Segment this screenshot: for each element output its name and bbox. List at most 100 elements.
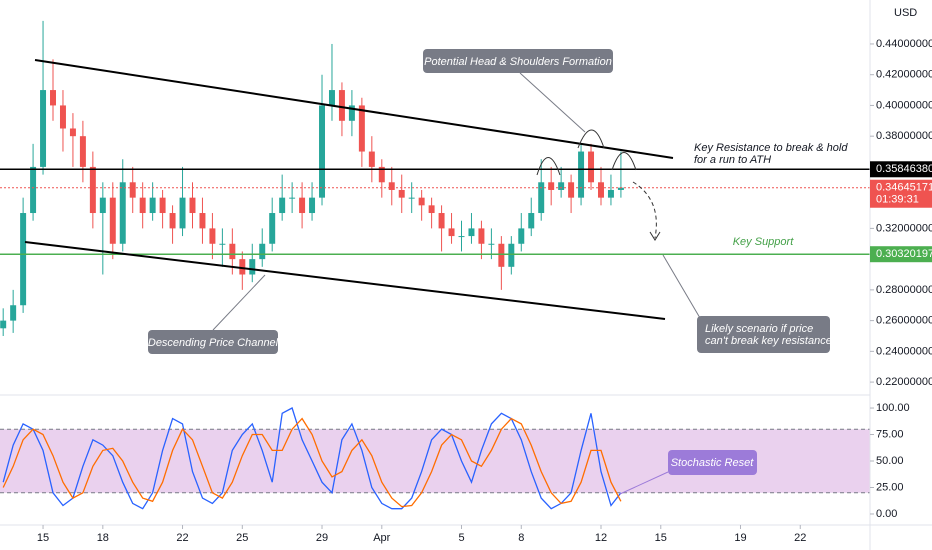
- candle-body: [617, 187, 624, 190]
- hs-arc: [611, 152, 637, 171]
- x-tick-label: 29: [316, 532, 328, 544]
- y-tick-label: 25.00: [876, 481, 904, 493]
- y-tick-label: 0.28000000: [876, 284, 932, 296]
- channel-upper: [34, 59, 674, 159]
- candle-body: [488, 243, 495, 245]
- y-tick-label: 0.00: [876, 508, 897, 520]
- candle-body: [69, 128, 76, 137]
- candle-body: [189, 197, 196, 214]
- callout-pointer: [212, 274, 266, 331]
- candle-body: [458, 236, 465, 238]
- candle-body: [169, 213, 176, 229]
- candle-body: [59, 105, 66, 129]
- hs-arc: [536, 157, 561, 176]
- candle-body: [229, 243, 236, 260]
- candle-body: [398, 189, 405, 198]
- candle-body: [518, 228, 525, 244]
- candle-body: [448, 228, 455, 237]
- candle-body: [209, 228, 216, 244]
- callout-text: Potential Head & Shoulders Formation: [424, 56, 612, 68]
- x-tick-label: 19: [734, 532, 746, 544]
- callout-box: [423, 49, 613, 73]
- callout-box: [697, 316, 830, 353]
- candle-body: [538, 182, 545, 214]
- candle-body: [79, 136, 86, 167]
- candle-body: [10, 305, 17, 321]
- candle-body: [558, 182, 565, 190]
- y-tick-label: 0.26000000: [876, 315, 932, 327]
- callout-box: [668, 450, 757, 475]
- candle-body: [607, 189, 614, 198]
- price-badge-label: 0.35846380: [876, 163, 932, 175]
- candle-body: [139, 197, 146, 214]
- price-badge: [870, 179, 932, 208]
- candle-body: [338, 90, 345, 121]
- candle-body: [508, 243, 515, 267]
- stoch-line: [2, 407, 622, 510]
- callout-pointer: [619, 471, 669, 495]
- callout-pointer: [519, 72, 586, 133]
- candle-body: [269, 213, 276, 244]
- candle-body: [348, 105, 355, 121]
- candle-body: [478, 228, 485, 244]
- x-tick-label: 22: [794, 532, 806, 544]
- candle-body: [568, 182, 575, 198]
- y-tick-label: 0.32000000: [876, 222, 932, 234]
- y-tick-label: 0.22000000: [876, 376, 932, 388]
- axes-layer: 0.22000000 0.24000000 0.26000000 0.28000000…: [37, 38, 932, 544]
- price-badge: [870, 161, 932, 178]
- candle-body: [319, 105, 326, 198]
- candle-body: [468, 228, 475, 237]
- candle-body: [598, 182, 604, 198]
- callout-text: can't break key resistance: [705, 335, 832, 347]
- x-tick-label: Apr: [373, 532, 390, 544]
- candle-body: [50, 90, 56, 106]
- candle-body: [588, 151, 595, 183]
- channel-lower: [24, 241, 666, 320]
- marks-layer: [0, 20, 870, 510]
- y-tick-label: 50.00: [876, 455, 904, 467]
- candle-body: [548, 182, 555, 190]
- x-tick-label: 25: [236, 532, 248, 544]
- candle-body: [388, 182, 395, 190]
- currency-label: USD: [894, 7, 917, 19]
- candle-body: [528, 213, 535, 229]
- resistance-note: Key Resistance to break & hold: [694, 142, 848, 154]
- candle-body: [0, 320, 7, 329]
- candle-body: [418, 197, 425, 206]
- y-tick-label: 0.24000000: [876, 345, 932, 357]
- candle-body: [149, 197, 156, 214]
- price-badge-label: 0.34645171: [876, 182, 932, 194]
- stoch-line: [2, 417, 622, 508]
- x-tick-label: 18: [97, 532, 109, 544]
- candle-body: [299, 197, 306, 214]
- y-tick-label: 100.00: [876, 402, 910, 414]
- candle-body: [109, 197, 116, 244]
- resistance-note: for a run to ATH: [694, 154, 771, 166]
- candle-body: [328, 90, 335, 106]
- candle-body: [129, 182, 136, 198]
- y-tick-label: 0.42000000: [876, 69, 932, 81]
- candle-body: [30, 166, 37, 214]
- x-tick-label: 8: [518, 532, 524, 544]
- candle-body: [438, 213, 445, 229]
- x-tick-label: 22: [176, 532, 188, 544]
- candle-body: [179, 197, 186, 229]
- price-countdown: 01:39:31: [876, 194, 919, 206]
- arrow-head: [649, 231, 661, 241]
- support-note: Key Support: [733, 236, 794, 248]
- candle-body: [408, 197, 415, 199]
- candle-body: [249, 259, 256, 275]
- callout-text: Likely scenario if price: [705, 323, 813, 335]
- candle-body: [368, 151, 375, 167]
- candle-body: [159, 197, 166, 214]
- candle-body: [358, 105, 365, 152]
- candle-body: [279, 197, 286, 214]
- price-badge-label: 0.30320197: [876, 248, 932, 260]
- candle-body: [428, 205, 435, 214]
- scenario-arrow: [632, 181, 657, 239]
- candle-body: [40, 90, 47, 167]
- y-tick-label: 0.44000000: [876, 38, 932, 50]
- candle-body: [259, 243, 266, 260]
